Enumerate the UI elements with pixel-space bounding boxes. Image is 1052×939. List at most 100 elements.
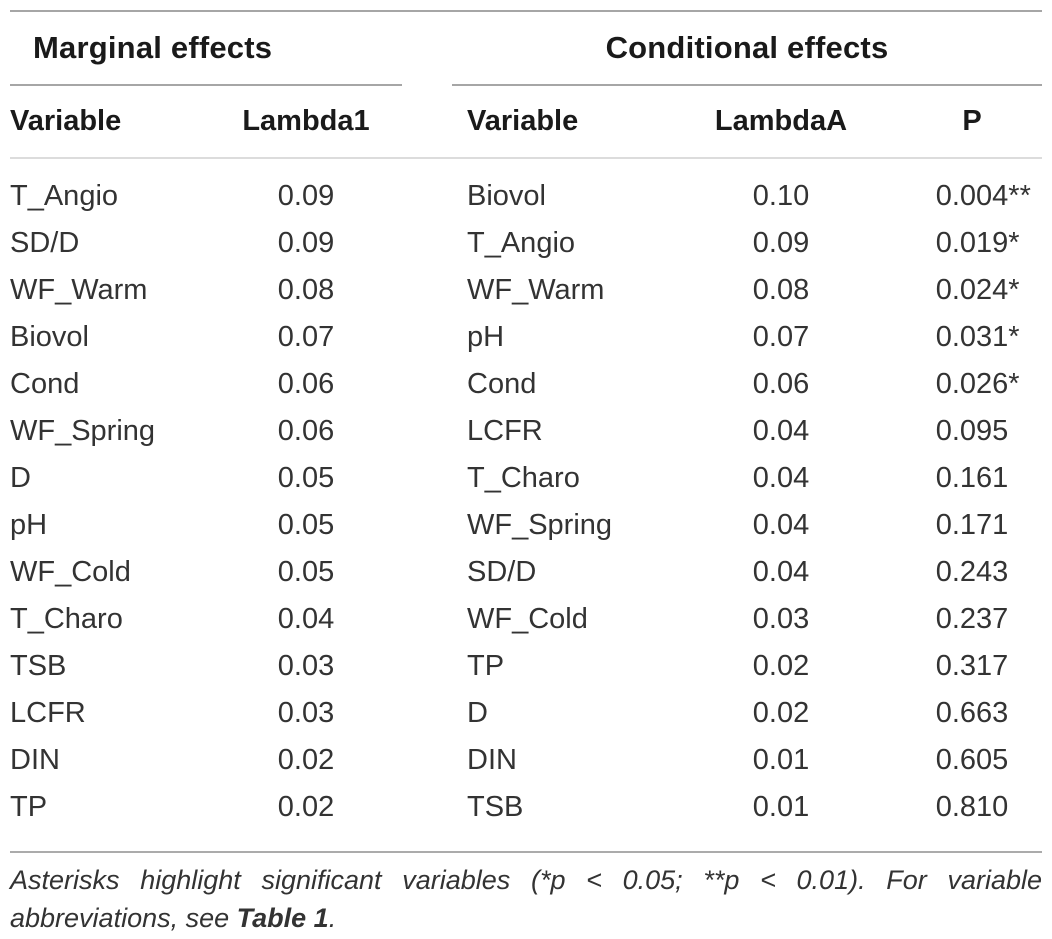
p-value: 0.095 <box>935 415 1009 447</box>
marginal-lambda-cell: 0.07 <box>277 321 335 353</box>
conditional-lambda-cell: 0.09 <box>752 227 810 259</box>
conditional-p-cell: 0.019* <box>935 227 1020 259</box>
marginal-variable-cell: DIN <box>10 744 60 776</box>
conditional-p-cell: 0.317 <box>902 650 1042 683</box>
conditional-variable-cell: TSB <box>467 791 524 823</box>
conditional-variable-cell: T_Angio <box>467 227 576 259</box>
marginal-lambda-cell: 0.03 <box>277 697 335 729</box>
conditional-p-cell: 0.031* <box>935 321 1020 353</box>
conditional-p-cell: 0.004** <box>935 180 1031 212</box>
conditional-p-cell: 0.026* <box>935 368 1020 400</box>
marginal-lambda-cell: 0.02 <box>277 791 335 823</box>
marginal-variable-cell: Biovol <box>10 321 89 353</box>
p-value: 0.031 <box>935 321 1009 353</box>
conditional-lambda-cell: 0.04 <box>752 509 810 541</box>
top-rule <box>10 10 1042 12</box>
table-row: Cond 0.06 Cond 0.06 0.026* <box>10 361 1042 408</box>
marginal-effects-section-header: Marginal effects <box>10 12 402 86</box>
p-value: 0.605 <box>935 744 1009 776</box>
table-footnote: Asterisks highlight significant variable… <box>10 861 1042 937</box>
conditional-variable-cell: SD/D <box>467 556 537 588</box>
marginal-lambda-cell: 0.05 <box>277 556 335 588</box>
table-1-reference: Table 1 <box>236 903 329 933</box>
conditional-lambda-cell: 0.04 <box>752 462 810 494</box>
table-row: Biovol 0.07 pH 0.07 0.031* <box>10 314 1042 361</box>
marginal-variable-cell: WF_Warm <box>10 274 148 306</box>
conditional-p-cell: 0.024* <box>935 274 1020 306</box>
table-body: T_Angio 0.09 Biovol 0.10 0.004** SD/D 0.… <box>10 159 1042 851</box>
marginal-variable-cell: T_Angio <box>10 180 119 212</box>
conditional-lambda-cell: 0.02 <box>752 697 810 729</box>
marginal-variable-cell: D <box>10 462 31 494</box>
p-value: 0.024 <box>935 274 1009 306</box>
table-row: WF_Warm 0.08 WF_Warm 0.08 0.024* <box>10 267 1042 314</box>
conditional-p-cell: 0.605 <box>902 744 1042 777</box>
table-row: D 0.05 T_Charo 0.04 0.161 <box>10 455 1042 502</box>
conditional-effects-section-header: Conditional effects <box>452 12 1042 86</box>
marginal-lambda-cell: 0.05 <box>277 509 335 541</box>
table-row: WF_Cold 0.05 SD/D 0.04 0.243 <box>10 549 1042 596</box>
table-row: pH 0.05 WF_Spring 0.04 0.171 <box>10 502 1042 549</box>
marginal-variable-cell: LCFR <box>10 697 86 729</box>
conditional-variable-cell: T_Charo <box>467 462 580 494</box>
conditional-lambda-cell: 0.01 <box>752 791 810 823</box>
conditional-lambda-cell: 0.10 <box>752 180 810 212</box>
conditional-lambda-cell: 0.03 <box>752 603 810 635</box>
marginal-variable-cell: Cond <box>10 368 80 400</box>
conditional-variable-cell: DIN <box>467 744 517 776</box>
conditional-lambdaA-header: LambdaA <box>714 105 848 137</box>
p-value: 0.237 <box>935 603 1009 635</box>
conditional-variable-cell: D <box>467 697 488 729</box>
p-value: 0.004 <box>935 180 1009 212</box>
conditional-variable-cell: WF_Spring <box>467 509 613 541</box>
marginal-variable-header: Variable <box>10 105 122 137</box>
conditional-variable-cell: WF_Cold <box>467 603 588 635</box>
table-row: LCFR 0.03 D 0.02 0.663 <box>10 690 1042 737</box>
marginal-lambda-cell: 0.08 <box>277 274 335 306</box>
table-row: SD/D 0.09 T_Angio 0.09 0.019* <box>10 220 1042 267</box>
marginal-variable-cell: pH <box>10 509 48 541</box>
conditional-lambda-cell: 0.01 <box>752 744 810 776</box>
p-value: 0.026 <box>935 368 1009 400</box>
conditional-lambda-cell: 0.08 <box>752 274 810 306</box>
table-row: T_Angio 0.09 Biovol 0.10 0.004** <box>10 173 1042 220</box>
column-headers-row: Variable Lambda1 Variable LambdaA P <box>10 86 1042 159</box>
p-value: 0.019 <box>935 227 1009 259</box>
p-value: 0.810 <box>935 791 1009 823</box>
p-value: 0.317 <box>935 650 1009 682</box>
conditional-p-cell: 0.161 <box>902 462 1042 495</box>
conditional-variable-cell: TP <box>467 650 505 682</box>
marginal-lambda-cell: 0.09 <box>277 227 335 259</box>
conditional-variable-cell: LCFR <box>467 415 543 447</box>
conditional-lambda-cell: 0.07 <box>752 321 810 353</box>
table-row: TP 0.02 TSB 0.01 0.810 <box>10 784 1042 831</box>
conditional-p-cell: 0.243 <box>902 556 1042 589</box>
conditional-p-header: P <box>962 105 982 137</box>
bottom-rule <box>10 851 1042 853</box>
conditional-variable-header: Variable <box>467 105 579 137</box>
marginal-lambda-cell: 0.05 <box>277 462 335 494</box>
conditional-p-cell: 0.171 <box>902 509 1042 542</box>
conditional-p-cell: 0.663 <box>902 697 1042 730</box>
marginal-effects-title: Marginal effects <box>33 30 273 65</box>
p-value: 0.243 <box>935 556 1009 588</box>
marginal-lambda-cell: 0.04 <box>277 603 335 635</box>
footnote-text: abbreviations, see <box>10 903 237 933</box>
p-value: 0.663 <box>935 697 1009 729</box>
footnote-line-2: abbreviations, see Table 1. <box>10 899 1042 937</box>
section-titles-row: Marginal effects Conditional effects <box>10 12 1042 86</box>
conditional-p-cell: 0.810 <box>902 791 1042 824</box>
conditional-variable-cell: WF_Warm <box>467 274 605 306</box>
marginal-variable-cell: WF_Spring <box>10 415 156 447</box>
table-row: WF_Spring 0.06 LCFR 0.04 0.095 <box>10 408 1042 455</box>
conditional-effects-title: Conditional effects <box>605 30 889 65</box>
marginal-variable-cell: SD/D <box>10 227 80 259</box>
conditional-lambda-cell: 0.04 <box>752 556 810 588</box>
marginal-lambda-cell: 0.06 <box>277 415 335 447</box>
marginal-variable-cell: WF_Cold <box>10 556 131 588</box>
marginal-lambda-cell: 0.03 <box>277 650 335 682</box>
table-row: TSB 0.03 TP 0.02 0.317 <box>10 643 1042 690</box>
conditional-lambda-cell: 0.02 <box>752 650 810 682</box>
conditional-variable-cell: Biovol <box>467 180 546 212</box>
